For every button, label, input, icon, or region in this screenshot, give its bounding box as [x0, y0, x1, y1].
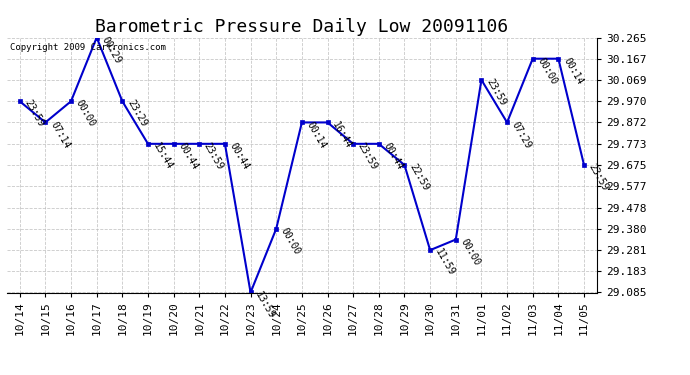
Text: 00:00: 00:00 [279, 226, 302, 256]
Text: 15:44: 15:44 [150, 141, 174, 171]
Text: 00:00: 00:00 [74, 99, 97, 129]
Text: 23:59: 23:59 [202, 141, 226, 171]
Text: 23:59: 23:59 [356, 141, 380, 171]
Title: Barometric Pressure Daily Low 20091106: Barometric Pressure Daily Low 20091106 [95, 18, 509, 36]
Text: 23:59: 23:59 [23, 99, 46, 129]
Text: 11:59: 11:59 [433, 248, 456, 278]
Text: 07:14: 07:14 [48, 120, 72, 150]
Text: 13:59: 13:59 [253, 290, 277, 320]
Text: 00:44: 00:44 [382, 141, 405, 171]
Text: 23:59: 23:59 [484, 77, 508, 108]
Text: 00:44: 00:44 [177, 141, 199, 171]
Text: 16:44: 16:44 [331, 120, 354, 150]
Text: 00:00: 00:00 [459, 237, 482, 267]
Text: 07:29: 07:29 [510, 120, 533, 150]
Text: 00:14: 00:14 [305, 120, 328, 150]
Text: 23:29: 23:29 [125, 99, 148, 129]
Text: 22:59: 22:59 [407, 162, 431, 193]
Text: Copyright 2009 Cartronics.com: Copyright 2009 Cartronics.com [10, 43, 166, 52]
Text: 23:59: 23:59 [586, 162, 610, 193]
Text: 00:29: 00:29 [99, 35, 123, 65]
Text: 00:14: 00:14 [561, 56, 584, 86]
Text: 00:44: 00:44 [228, 141, 251, 171]
Text: 00:00: 00:00 [535, 56, 559, 86]
